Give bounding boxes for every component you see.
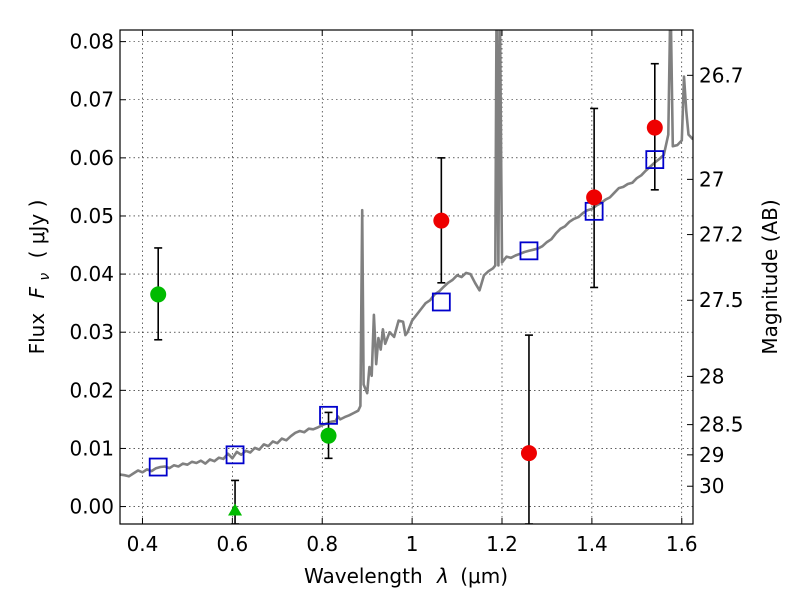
x-tick-label: 0.6 — [216, 532, 248, 556]
x-tick-label: 1.6 — [666, 532, 698, 556]
magnitude-tick-label: 27 — [699, 167, 724, 191]
x-tick-label: 1.4 — [576, 532, 608, 556]
y-axis-title-symbol: F — [25, 286, 49, 298]
y-tick-label: 0.05 — [69, 204, 114, 228]
x-tick-label: 0.4 — [127, 532, 159, 556]
y-axis-title: Flux F ν ( μJy ) — [25, 200, 54, 355]
magnitude-tick-label: 28 — [699, 364, 724, 388]
observed-point-green — [320, 427, 337, 444]
model-photometry-square — [225, 445, 245, 465]
observed-point-red — [586, 189, 603, 206]
spectrum-layer — [120, 30, 693, 478]
y-axis-title-unit: ( μJy ) — [25, 200, 49, 259]
y-tick-label: 0.02 — [69, 378, 114, 402]
x-axis-title-text: Wavelength — [304, 564, 423, 588]
y-tick-label: 0.01 — [69, 436, 114, 460]
x-axis-title: Wavelength λ (μm) — [304, 564, 508, 588]
observed-point-red — [520, 445, 537, 462]
model-photometry-square — [431, 292, 451, 312]
y-tick-label: 0.03 — [69, 320, 114, 344]
y-tick-label: 0.07 — [69, 88, 114, 112]
magnitude-tick-label: 30 — [699, 474, 724, 498]
observed-limit-triangle — [228, 503, 243, 516]
model-photometry-square — [519, 241, 539, 261]
y-tick-label: 0.06 — [69, 146, 114, 170]
model-photometry-square — [645, 150, 665, 170]
y-tick-label: 0.08 — [69, 30, 114, 54]
model-photometry-square — [319, 405, 338, 425]
plot-frame — [119, 29, 694, 525]
marker-layer — [148, 119, 665, 516]
magnitude-tick-label: 26.7 — [699, 63, 744, 87]
y-tick-label: 0.00 — [69, 495, 114, 519]
observed-point-green — [150, 286, 167, 303]
y-axis-title-text: Flux — [25, 313, 49, 355]
y-axis-title-subscript: ν — [37, 273, 53, 281]
grid — [120, 30, 693, 524]
tick-labels: 0.4 0.6 0.8 1 1.2 1.4 1.6 0.00 0.01 0.02 0.03 0.04 0… — [69, 30, 743, 556]
magnitude-tick-label: 29 — [699, 443, 724, 467]
x-axis-title-unit: (μm) — [460, 564, 508, 588]
x-tick-label: 0.8 — [306, 532, 338, 556]
magnitude-tick-label: 27.5 — [699, 288, 744, 312]
observed-point-red — [646, 119, 663, 136]
observed-point-red — [433, 212, 450, 229]
x-axis-title-symbol: λ — [436, 564, 449, 588]
magnitude-tick-label: 27.2 — [699, 223, 744, 247]
x-tick-label: 1.2 — [486, 532, 518, 556]
y-axis-right-title: Magnitude (AB) — [758, 199, 782, 354]
x-tick-label: 1 — [406, 532, 419, 556]
spectrum-line — [120, 30, 693, 478]
y-tick-label: 0.04 — [69, 262, 114, 286]
magnitude-tick-label: 28.5 — [699, 413, 744, 437]
axis-ticks — [120, 30, 693, 524]
model-photometry-square — [148, 457, 168, 477]
